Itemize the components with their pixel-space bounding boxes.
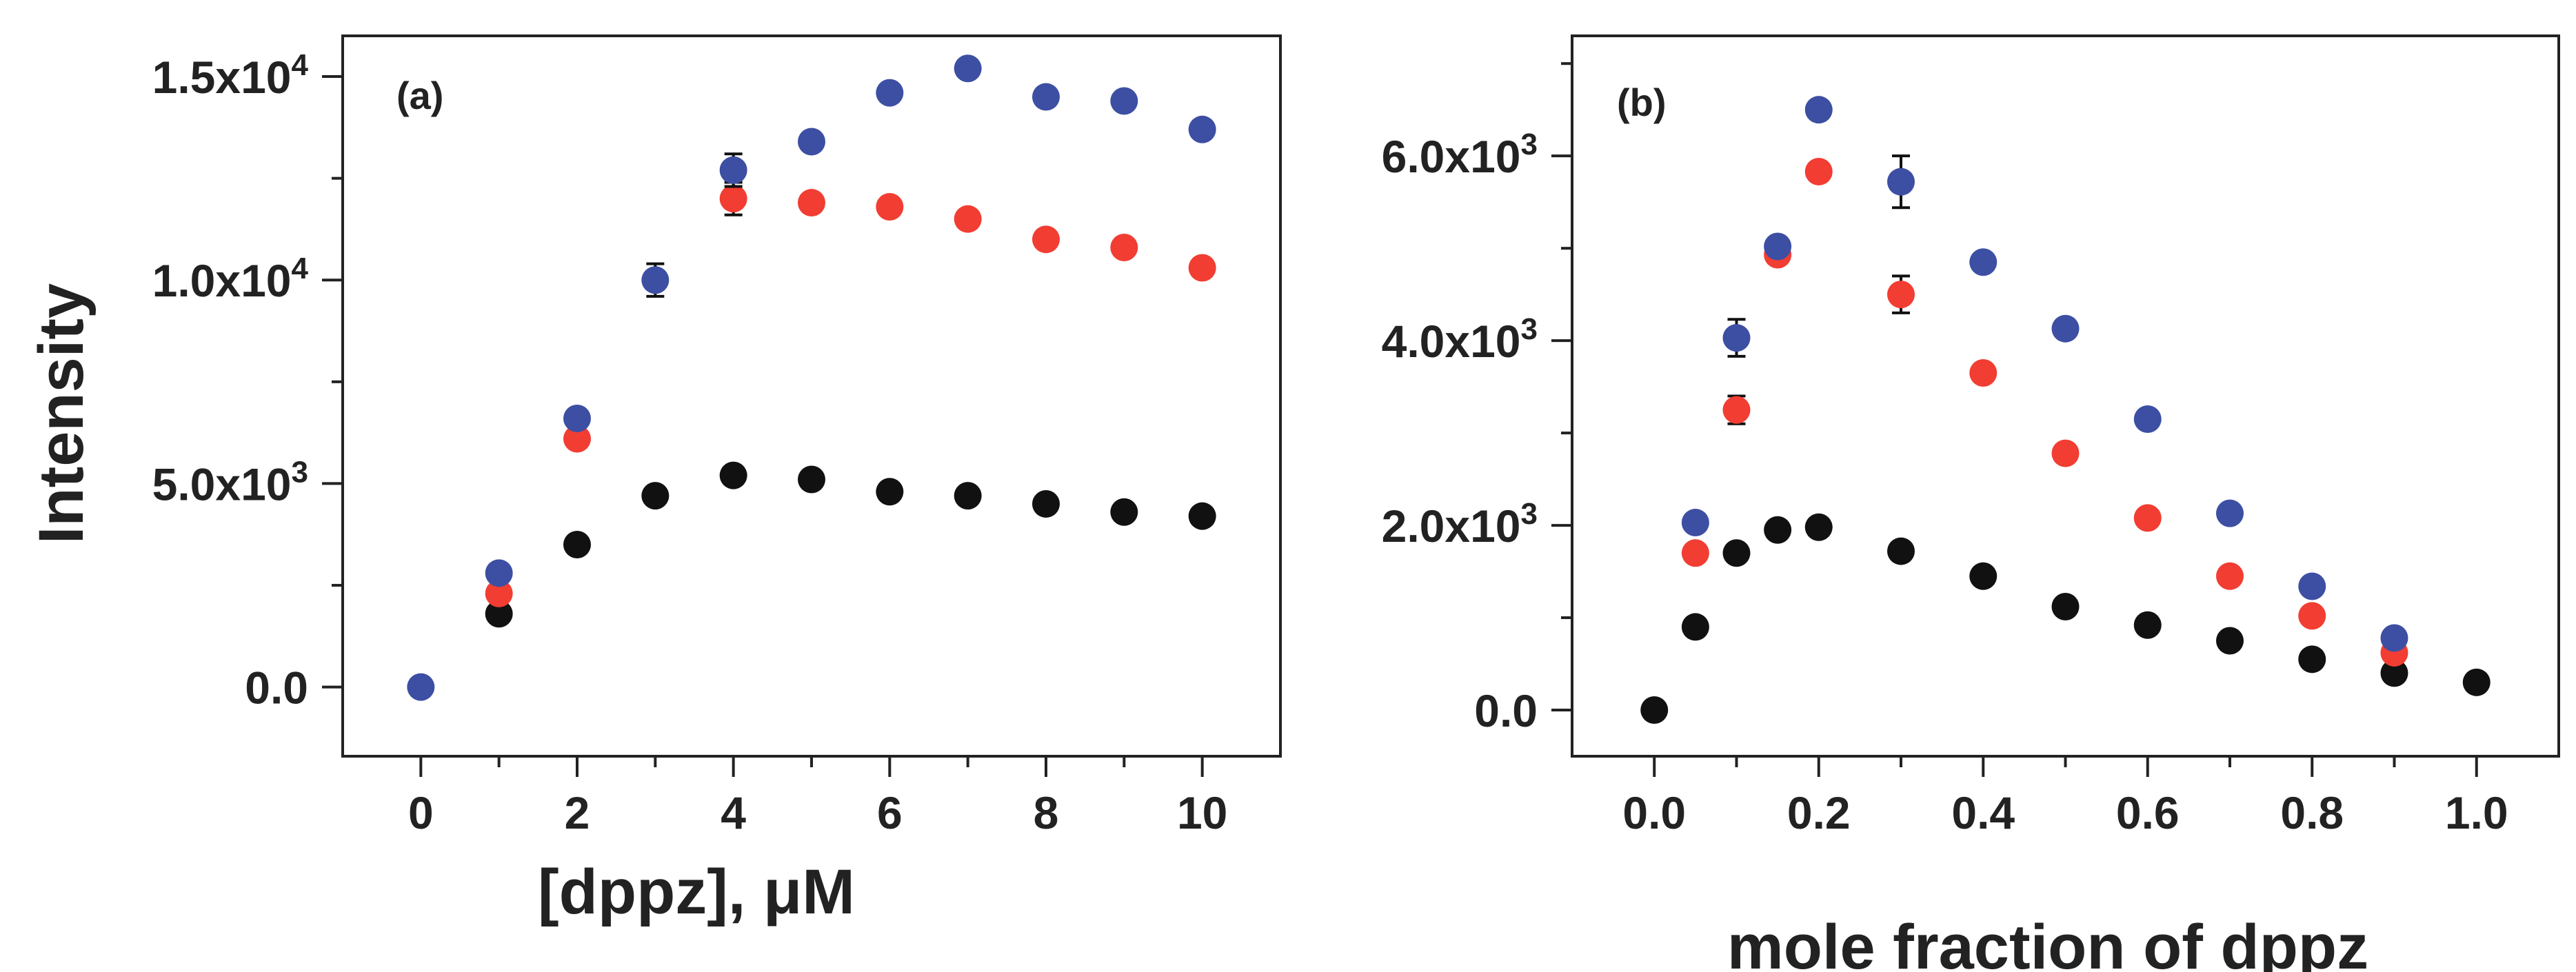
data-point — [485, 600, 513, 628]
panel-b-label: (b) — [1617, 81, 1667, 124]
data-point — [719, 185, 747, 213]
data-point — [2216, 562, 2244, 590]
data-point — [1722, 396, 1751, 424]
data-point — [563, 404, 591, 432]
panel-a-y-tick-label: 5.0x103 — [152, 455, 308, 509]
data-point — [641, 482, 670, 510]
panel-a-y-tick-label: 0.0 — [245, 662, 308, 713]
data-point — [1032, 225, 1060, 254]
panel-a-x-tick-label: 2 — [565, 787, 590, 838]
data-point — [1804, 513, 1833, 541]
data-point — [2051, 439, 2080, 467]
panel-a-y-axis-title: Intensity — [26, 283, 97, 544]
data-point — [2216, 627, 2244, 655]
data-point — [1887, 281, 1915, 309]
panel-b-series-blue-series — [1681, 96, 2408, 652]
panel-a-x-tick-label: 10 — [1177, 787, 1227, 838]
data-point — [1188, 502, 1216, 530]
data-point — [2298, 645, 2326, 674]
data-point — [1188, 254, 1216, 282]
panel-b-plot-frame — [1571, 34, 2560, 758]
panel-a: (a) [dppz], μM Intensity 0 2 4 6 8 10 0.0 5.0x1… — [26, 34, 1282, 927]
data-point — [2133, 611, 2162, 639]
data-point — [1188, 115, 1216, 143]
data-point — [1110, 87, 1138, 115]
data-point — [2051, 592, 2080, 620]
data-point — [1804, 157, 1833, 185]
data-point — [1887, 168, 1915, 196]
data-point — [1032, 489, 1060, 518]
data-point — [1681, 539, 1709, 567]
data-point — [1722, 539, 1751, 567]
data-point — [1722, 324, 1751, 352]
data-point — [2380, 659, 2408, 687]
panel-b-x-tick-label: 1.0 — [2445, 787, 2508, 838]
data-point — [954, 482, 982, 510]
data-point — [2216, 499, 2244, 527]
panel-b-y-tick-label: 6.0x103 — [1382, 128, 1538, 182]
panel-b-x-tick-label: 0.4 — [1951, 787, 2015, 838]
panel-a-x-axis-title: [dppz], μM — [538, 857, 855, 927]
data-point — [2462, 668, 2491, 696]
data-point — [1804, 96, 1833, 124]
data-point — [798, 189, 825, 217]
data-point — [954, 205, 982, 233]
panel-b-y-tick-label: 0.0 — [1474, 685, 1538, 736]
data-point — [641, 266, 670, 294]
data-point — [719, 156, 747, 184]
data-point — [2380, 624, 2408, 652]
data-point — [954, 54, 982, 83]
panel-a-x-tick-label: 0 — [408, 787, 434, 838]
data-point — [1887, 537, 1915, 565]
data-point — [2133, 405, 2162, 433]
data-point — [1110, 498, 1138, 526]
data-point — [2133, 504, 2162, 532]
data-point — [876, 192, 904, 221]
data-point — [485, 559, 513, 587]
data-point — [2298, 602, 2326, 630]
panel-b-x-tick-label: 0.0 — [1622, 787, 1686, 838]
panel-a-x-tick-label: 4 — [721, 787, 746, 838]
data-point — [1681, 613, 1709, 641]
data-point — [1969, 562, 1998, 590]
panel-a-x-tick-label: 6 — [877, 787, 903, 838]
panel-a-y-tick-label: 1.5x104 — [152, 48, 309, 103]
panel-a-y-tick-label: 1.0x104 — [152, 252, 309, 306]
data-point — [1969, 248, 1998, 276]
data-point — [563, 425, 591, 453]
panel-a-series-red-series — [485, 181, 1216, 607]
data-point — [1032, 83, 1060, 111]
panel-b-y-tick-label: 4.0x103 — [1382, 312, 1538, 367]
data-point — [1969, 359, 1998, 387]
panel-b-y-tick-label: 2.0x103 — [1382, 497, 1538, 551]
panel-b-series-black-series — [1640, 513, 2491, 725]
panel-a-label: (a) — [396, 74, 443, 117]
data-point — [719, 461, 747, 489]
data-point — [1764, 516, 1792, 544]
panel-a-series-black-series — [485, 461, 1216, 628]
data-point — [2051, 314, 2080, 343]
panel-b-x-axis-title: mole fraction of dppz — [1727, 912, 2368, 972]
panel-a-x-tick-label: 8 — [1034, 787, 1059, 838]
data-point — [1110, 234, 1138, 262]
data-point — [1681, 509, 1709, 537]
data-point — [798, 465, 825, 494]
data-point — [407, 673, 435, 701]
data-point — [563, 530, 591, 558]
panel-b-x-tick-label: 0.2 — [1787, 787, 1851, 838]
panel-b: (b) mole fraction of dppz 0.0 0.2 0.4 0.6 0.… — [1382, 34, 2560, 972]
panel-b-x-tick-label: 0.8 — [2280, 787, 2344, 838]
data-point — [876, 79, 904, 107]
panel-b-x-tick-label: 0.6 — [2116, 787, 2180, 838]
data-point — [1640, 696, 1669, 725]
panel-a-series-blue-series — [407, 54, 1216, 701]
data-point — [876, 478, 904, 506]
data-point — [485, 579, 513, 607]
data-point — [798, 128, 825, 156]
data-point — [2298, 572, 2326, 600]
data-point — [1764, 232, 1792, 261]
